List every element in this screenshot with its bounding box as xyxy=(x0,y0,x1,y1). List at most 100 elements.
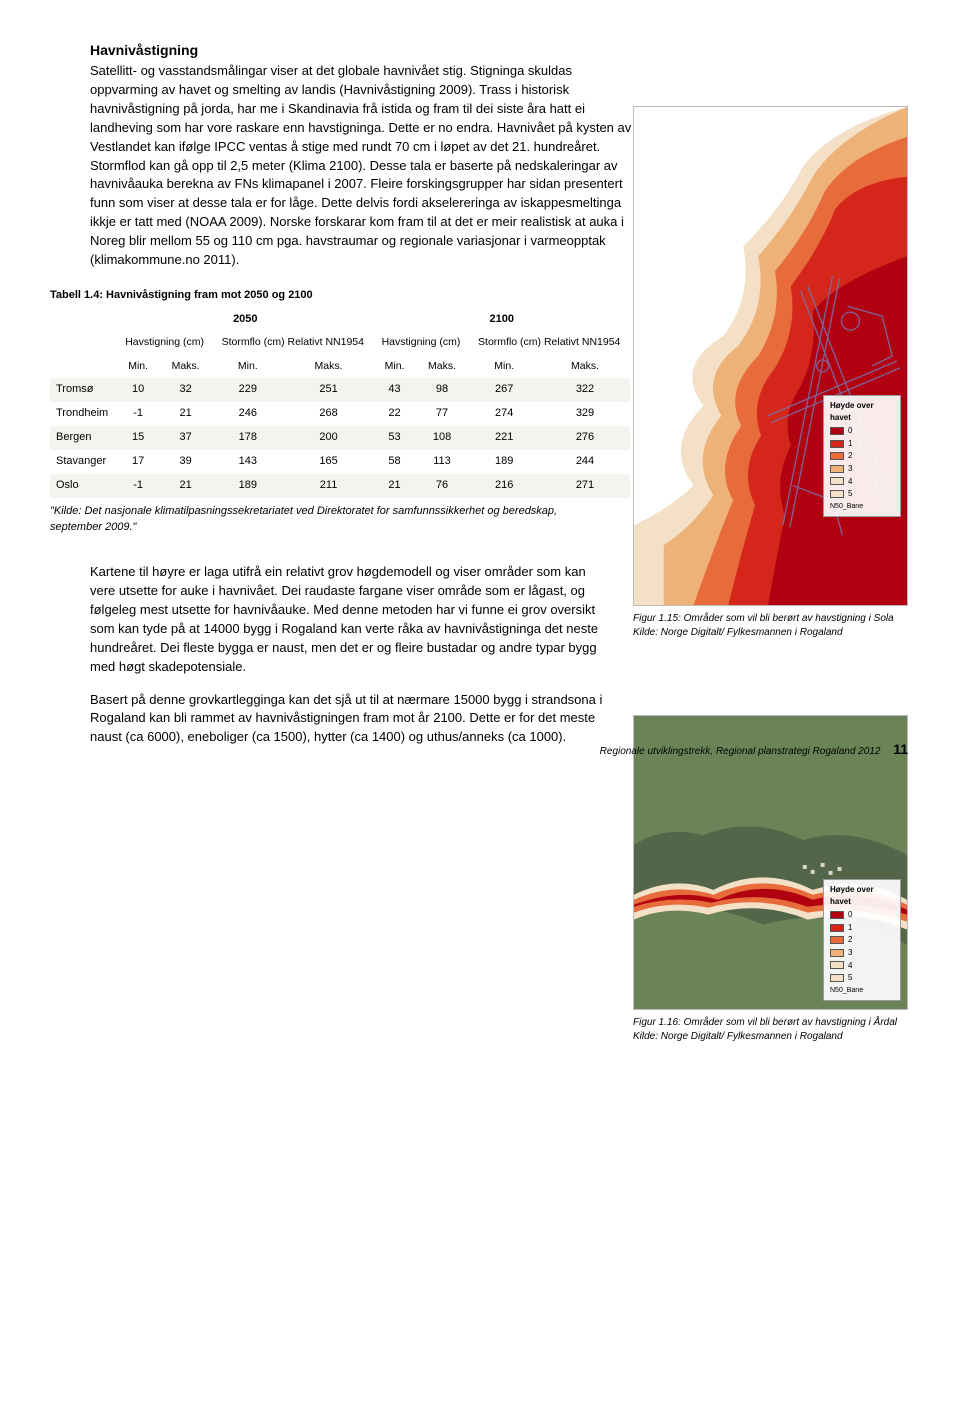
legend-label: 2 xyxy=(848,934,852,946)
legend-swatch xyxy=(830,974,844,982)
value-cell: 15 xyxy=(117,426,159,450)
legend-swatch xyxy=(830,440,844,448)
minmax-header: Maks. xyxy=(540,355,630,378)
value-cell: 329 xyxy=(540,402,630,426)
value-cell: 22 xyxy=(374,402,416,426)
legend-item: 2 xyxy=(830,450,894,462)
mid-text-block: Kartene til høyre er laga utifrå ein rel… xyxy=(90,563,610,747)
stormflo-2050: Stormflo (cm) Relativt NN1954 xyxy=(212,331,373,354)
legend-item: 4 xyxy=(830,476,894,488)
legend-label: 2 xyxy=(848,450,852,462)
value-cell: 17 xyxy=(117,450,159,474)
value-cell: 200 xyxy=(284,426,374,450)
page-footer: Regionale utviklingstrekk, Regional plan… xyxy=(600,739,908,760)
legend-label: 1 xyxy=(848,438,852,450)
value-cell: 108 xyxy=(416,426,469,450)
city-cell: Stavanger xyxy=(50,450,117,474)
legend-item: 4 xyxy=(830,960,894,972)
minmax-header: Min. xyxy=(212,355,284,378)
value-cell: 251 xyxy=(284,378,374,402)
minmax-header: Min. xyxy=(468,355,540,378)
value-cell: 39 xyxy=(159,450,212,474)
city-cell: Oslo xyxy=(50,474,117,498)
legend-label: 5 xyxy=(848,488,852,500)
legend-label: 5 xyxy=(848,972,852,984)
value-cell: 221 xyxy=(468,426,540,450)
city-cell: Trondheim xyxy=(50,402,117,426)
legend-label: 4 xyxy=(848,476,852,488)
minmax-header: Min. xyxy=(117,355,159,378)
stormflo-2100: Stormflo (cm) Relativt NN1954 xyxy=(468,331,630,354)
legend-item: 1 xyxy=(830,922,894,934)
value-cell: 246 xyxy=(212,402,284,426)
map-ardal: Høyde over havet 012345 N50_Bane xyxy=(633,715,908,1010)
legend-item: 0 xyxy=(830,425,894,437)
value-cell: 21 xyxy=(159,474,212,498)
legend-title-2: Høyde over havet xyxy=(830,884,894,907)
value-cell: 113 xyxy=(416,450,469,474)
map-legend-2: Høyde over havet 012345 N50_Bane xyxy=(823,879,901,1001)
table-row: Trondheim-1212462682277274329 xyxy=(50,402,630,426)
legend-swatch xyxy=(830,911,844,919)
value-cell: 189 xyxy=(468,450,540,474)
value-cell: 211 xyxy=(284,474,374,498)
figure-caption-2: Figur 1.16: Områder som vil bli berørt a… xyxy=(633,1016,908,1043)
table-row: Tromsø10322292514398267322 xyxy=(50,378,630,402)
legend-swatch xyxy=(830,924,844,932)
footer-text: Regionale utviklingstrekk, Regional plan… xyxy=(600,746,881,757)
havstigning-2100: Havstigning (cm) xyxy=(374,331,469,354)
legend-swatch xyxy=(830,465,844,473)
value-cell: 189 xyxy=(212,474,284,498)
mid-paragraph-1: Kartene til høyre er laga utifrå ein rel… xyxy=(90,563,610,676)
value-cell: 143 xyxy=(212,450,284,474)
legend-label: 0 xyxy=(848,425,852,437)
table-caption: Tabell 1.4: Havnivåstigning fram mot 205… xyxy=(50,288,630,304)
table-source-note: "Kilde: Det nasjonale klimatilpasningsse… xyxy=(50,504,610,536)
section-heading: Havnivåstigning xyxy=(90,40,910,60)
legend-title-1: Høyde over havet xyxy=(830,400,894,423)
value-cell: 216 xyxy=(468,474,540,498)
sea-level-table: 2050 2100 Havstigning (cm) Stormflo (cm)… xyxy=(50,308,630,498)
intro-paragraph: Satellitt- og vasstandsmålingar viser at… xyxy=(90,62,640,269)
legend-swatch xyxy=(830,961,844,969)
legend-item: 5 xyxy=(830,972,894,984)
value-cell: 274 xyxy=(468,402,540,426)
value-cell: -1 xyxy=(117,474,159,498)
value-cell: 165 xyxy=(284,450,374,474)
city-cell: Tromsø xyxy=(50,378,117,402)
year-2100: 2100 xyxy=(374,308,630,332)
value-cell: 58 xyxy=(374,450,416,474)
legend-item: 3 xyxy=(830,463,894,475)
value-cell: 32 xyxy=(159,378,212,402)
legend-swatch xyxy=(830,477,844,485)
mid-paragraph-2: Basert på denne grovkartlegginga kan det… xyxy=(90,691,610,748)
year-2050: 2050 xyxy=(117,308,373,332)
legend-item: 2 xyxy=(830,934,894,946)
legend-swatch xyxy=(830,490,844,498)
legend-label: 1 xyxy=(848,922,852,934)
havstigning-2050: Havstigning (cm) xyxy=(117,331,212,354)
legend-source-2: N50_Bane xyxy=(830,986,894,996)
map-sola: Høyde over havet 012345 N50_Bane xyxy=(633,106,908,606)
legend-swatch xyxy=(830,427,844,435)
figure-caption-1: Figur 1.15: Områder som vil bli berørt a… xyxy=(633,612,908,639)
page-number: 11 xyxy=(893,741,908,757)
legend-source-1: N50_Bane xyxy=(830,502,894,512)
legend-item: 0 xyxy=(830,909,894,921)
value-cell: 77 xyxy=(416,402,469,426)
table-wrapper: Tabell 1.4: Havnivåstigning fram mot 205… xyxy=(50,288,630,536)
value-cell: 21 xyxy=(159,402,212,426)
city-cell: Bergen xyxy=(50,426,117,450)
value-cell: 21 xyxy=(374,474,416,498)
value-cell: 43 xyxy=(374,378,416,402)
map-legend-1: Høyde over havet 012345 N50_Bane xyxy=(823,395,901,517)
value-cell: 267 xyxy=(468,378,540,402)
value-cell: 271 xyxy=(540,474,630,498)
value-cell: 10 xyxy=(117,378,159,402)
minmax-header: Min. xyxy=(374,355,416,378)
legend-item: 5 xyxy=(830,488,894,500)
table-row: Stavanger173914316558113189244 xyxy=(50,450,630,474)
value-cell: 178 xyxy=(212,426,284,450)
legend-label: 0 xyxy=(848,909,852,921)
table-row: Oslo-1211892112176216271 xyxy=(50,474,630,498)
